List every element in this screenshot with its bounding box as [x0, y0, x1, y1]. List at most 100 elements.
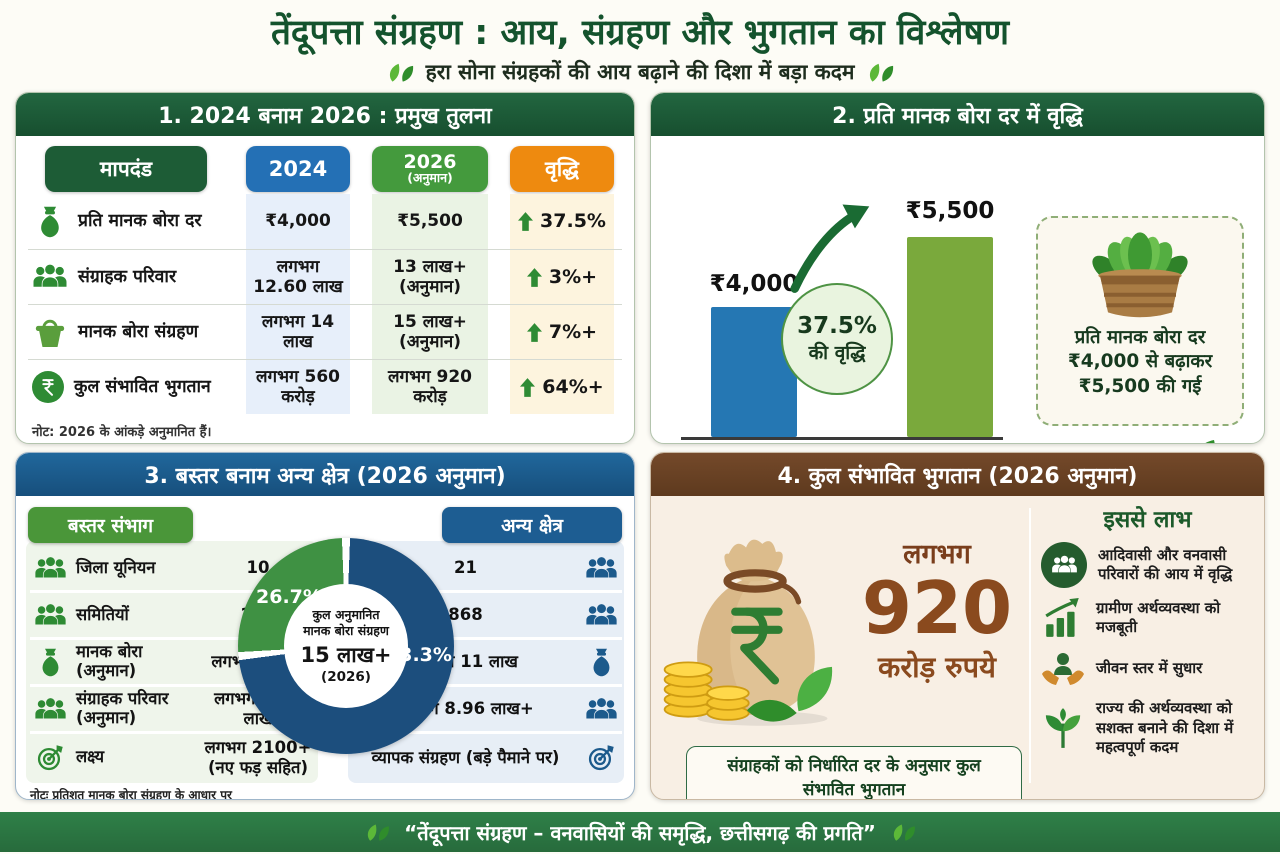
leaf-icon: [364, 822, 390, 842]
column-header-2026: 2026 (अनुमान): [372, 146, 488, 192]
money-bag-icon: [585, 648, 618, 677]
x-axis: [681, 437, 1003, 440]
money-bag-icon: [32, 206, 68, 238]
rate-info-card: प्रति मानक बोरा दर ₹4,000 से बढ़ाकर ₹5,5…: [1036, 216, 1244, 426]
table-row: मानक बोरा संग्रहण लगभग 14 लाख 15 लाख+ (अ…: [28, 304, 622, 359]
page-subtitle: हरा सोना संग्रहकों की आय बढ़ाने की दिशा …: [425, 60, 855, 84]
table-row: प्रति मानक बोरा दर ₹4,000 ₹5,500 37.5%: [28, 194, 622, 249]
footnote: नोटः प्रतिशत मानक बोरा संग्रहण के आधार प…: [30, 788, 232, 800]
up-arrow-icon: [527, 323, 542, 342]
rate-info-text: प्रति मानक बोरा दर ₹4,000 से बढ़ाकर ₹5,5…: [1067, 327, 1213, 397]
growth-percent-badge: 37.5% की वृद्धि: [781, 283, 893, 395]
column-header-growth: वृद्धि: [510, 146, 614, 192]
bar-chart: ₹4,000 ₹5,500 37.5% की वृद्धि 2024 2026: [651, 136, 1264, 443]
basket-icon: [32, 316, 68, 348]
list-item: जिला यूनियन 10: [30, 546, 316, 593]
people-icon: [34, 554, 67, 583]
growth-value: 37.5%: [540, 210, 606, 233]
target-icon: [34, 743, 67, 772]
tendu-leaf-basket-illustration: [1092, 232, 1188, 318]
amount-value: 920: [861, 566, 1013, 650]
donut-center-label: कुल अनुमानित मानक बोरा संग्रहण 15 लाख+ (…: [284, 584, 408, 708]
panel-comparison-2024-vs-2026: 1. 2024 बनाम 2026 : प्रमुख तुलना मापदंड …: [15, 92, 635, 444]
bar-2026: [907, 237, 993, 437]
panel4-title: 4. कुल संभावित भुगतान (2026 अनुमान): [651, 453, 1264, 496]
row-label: प्रति मानक बोरा दर: [78, 211, 202, 232]
bastar-badge: बस्तर संभाग: [28, 507, 193, 543]
rupee-coin-icon: [32, 371, 64, 403]
footer-banner: “तेंदूपत्ता संग्रहण – वनवासियों की समृद्…: [0, 812, 1280, 852]
people-icon: [34, 695, 67, 724]
page-subtitle-row: हरा सोना संग्रहकों की आय बढ़ाने की दिशा …: [0, 58, 1280, 86]
leaf-icon: [890, 822, 916, 842]
bar-value-2024: ₹4,000: [709, 271, 799, 297]
plant-icon: [1041, 707, 1085, 749]
target-icon: [585, 743, 618, 772]
panel1-title: 1. 2024 बनाम 2026 : प्रमुख तुलना: [16, 93, 634, 136]
leaf-icon: [866, 61, 894, 83]
people-icon: [585, 601, 618, 630]
table-header-row: मापदंड 2024 2026 (अनुमान) वृद्धि: [28, 136, 622, 194]
total-amount: लगभग 920 करोड़ रुपये: [849, 534, 1025, 686]
amount-prefix: लगभग: [903, 539, 971, 570]
leaf-icon: [386, 61, 414, 83]
benefit-item: राज्य की अर्थव्यवस्था को सशक्त बनाने की …: [1041, 699, 1254, 758]
value-2026: 13 लाख+ (अनुमान): [372, 250, 488, 304]
list-item: व्यापक संग्रहण (बड़े पैमाने पर): [350, 734, 622, 781]
footer-quote: “तेंदूपत्ता संग्रहण – वनवासियों की समृद्…: [404, 820, 876, 845]
panel-rate-increase-chart: 2. प्रति मानक बोरा दर में वृद्धि ₹4,000 …: [650, 92, 1265, 444]
people-circle-icon: [1041, 542, 1087, 588]
growth-arrow-icon: [790, 204, 870, 293]
row-label: संग्राहक परिवार: [78, 266, 177, 287]
benefit-item: आदिवासी और वनवासी परिवारों की आय में वृद…: [1041, 542, 1254, 588]
people-icon: [585, 695, 618, 724]
table-row: कुल संभावित भुगतान लगभग 560 करोड़ लगभग 9…: [28, 359, 622, 414]
page-title: तेंदूपत्ता संग्रहण : आय, संग्रहण और भुगत…: [270, 13, 1010, 53]
money-bag-illustration: [663, 539, 833, 726]
table-row: संग्राहक परिवार लगभग 12.60 लाख 13 लाख+ (…: [28, 249, 622, 304]
caring-hands-icon: [1041, 648, 1085, 690]
footnote: नोट: 2026 के आंकड़े अनुमानित हैं।: [32, 425, 212, 440]
value-2026: ₹5,500: [372, 194, 488, 249]
panel2-title: 2. प्रति मानक बोरा दर में वृद्धि: [651, 93, 1264, 136]
list-item: 21: [350, 546, 622, 593]
value-2024: ₹4,000: [246, 194, 350, 249]
people-icon: [34, 601, 67, 630]
growth-value: 7%+: [548, 320, 598, 343]
benefits-list: इससे लाभ आदिवासी और वनवासी परिवारों की आ…: [1041, 502, 1254, 767]
list-item: लक्ष्य लगभग 2100+ (नए फड़ सहित): [30, 734, 316, 781]
divider: [1029, 508, 1031, 783]
donut-chart: 26.7% 73.3% कुल अनुमानित मानक बोरा संग्र…: [238, 538, 454, 754]
value-2024: लगभग 12.60 लाख: [246, 250, 350, 304]
growth-chart-icon: [1041, 597, 1085, 639]
leaves-decoration: [1205, 440, 1215, 443]
column-header-param: मापदंड: [45, 146, 207, 192]
people-icon: [585, 554, 618, 583]
value-2024: लगभग 14 लाख: [246, 305, 350, 359]
panel-bastar-vs-other: 3. बस्तर बनाम अन्य क्षेत्र (2026 अनुमान)…: [15, 452, 635, 800]
panel-total-payment: 4. कुल संभावित भुगतान (2026 अनुमान): [650, 452, 1265, 800]
list-item: 868: [350, 593, 622, 640]
comparison-table: मापदंड 2024 2026 (अनुमान) वृद्धि प्रति म…: [28, 136, 622, 440]
row-label: मानक बोरा संग्रहण: [78, 321, 199, 342]
money-bag-icon: [34, 648, 67, 677]
benefits-title: इससे लाभ: [1103, 507, 1192, 533]
up-arrow-icon: [520, 378, 535, 397]
up-arrow-icon: [518, 212, 533, 231]
benefit-item: जीवन स्तर में सुधार: [1041, 648, 1254, 690]
growth-value: 64%+: [542, 375, 604, 398]
growth-value: 3%+: [548, 265, 598, 288]
panel3-title: 3. बस्तर बनाम अन्य क्षेत्र (2026 अनुमान): [16, 453, 634, 496]
row-label: कुल संभावित भुगतान: [74, 376, 211, 397]
other-region-badge: अन्य क्षेत्र: [442, 507, 622, 543]
people-icon: [32, 261, 68, 293]
payment-note-box: संग्राहकों को निर्धारित दर के अनुसार कुल…: [686, 746, 1022, 799]
amount-unit: करोड़ रुपये: [878, 649, 996, 684]
column-header-2024: 2024: [246, 146, 350, 192]
bar-value-2026: ₹5,500: [905, 198, 995, 224]
value-2024: लगभग 560 करोड़: [246, 360, 350, 414]
up-arrow-icon: [527, 268, 542, 287]
value-2026: लगभग 920 करोड़: [372, 360, 488, 414]
value-2026: 15 लाख+ (अनुमान): [372, 305, 488, 359]
